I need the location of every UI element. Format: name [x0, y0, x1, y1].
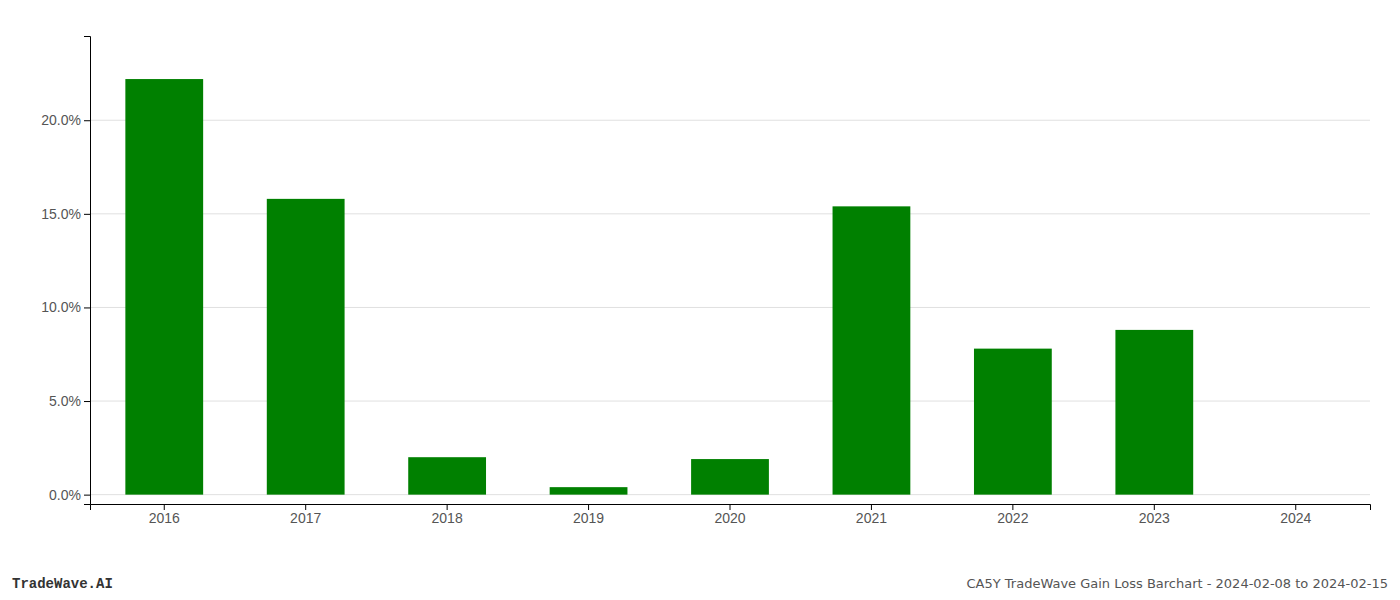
y-tick: 5.0% [49, 393, 90, 409]
bar [408, 457, 486, 494]
bar [691, 459, 769, 495]
bar [267, 199, 345, 495]
y-axis-line [84, 37, 91, 505]
x-tick: 2023 [1139, 504, 1170, 526]
bar [974, 349, 1052, 495]
x-tick-label: 2024 [1280, 510, 1311, 526]
y-tick: 15.0% [41, 206, 90, 222]
grid-line [90, 120, 1370, 121]
x-axis: 2016 2017 2018 2019 2020 2021 2022 2023 2024 [91, 504, 1371, 526]
y-tick-mark [84, 120, 90, 121]
y-tick-label: 15.0% [41, 206, 81, 222]
y-tick: 20.0% [41, 112, 90, 128]
y-tick-mark [84, 307, 90, 308]
y-tick-mark [84, 214, 90, 215]
x-tick-label: 2022 [997, 510, 1028, 526]
x-tick-label: 2016 [149, 510, 180, 526]
x-tick: 2021 [856, 504, 887, 526]
y-tick: 0.0% [49, 487, 90, 503]
y-tick-label: 20.0% [41, 112, 81, 128]
bar [125, 79, 203, 495]
x-tick-label: 2023 [1139, 510, 1170, 526]
x-tick: 2017 [290, 504, 321, 526]
y-tick-label: 0.0% [49, 487, 81, 503]
y-tick-label: 5.0% [49, 393, 81, 409]
annotation: TradeWave.AI [12, 576, 113, 592]
x-tick-label: 2018 [432, 510, 463, 526]
plot: 2016 2017 2018 2019 2020 2021 2022 2023 2024 0.0%… [41, 37, 1370, 526]
x-tick: 2016 [149, 504, 180, 526]
grid [90, 120, 1370, 494]
bar [1257, 494, 1335, 495]
x-tick: 2018 [432, 504, 463, 526]
y-axis: 0.0% 5.0% 10.0% 15.0% 20.0% [41, 37, 90, 505]
y-tick: 10.0% [41, 299, 90, 315]
x-tick: 2020 [714, 504, 745, 526]
chart: 2016 2017 2018 2019 2020 2021 2022 2023 2024 0.0%… [0, 0, 1400, 600]
y-tick-label: 10.0% [41, 299, 81, 315]
bar [550, 487, 628, 494]
x-tick: 2019 [573, 504, 604, 526]
annotation: CA5Y TradeWave Gain Loss Barchart - 2024… [967, 576, 1389, 591]
x-tick-label: 2019 [573, 510, 604, 526]
x-tick: 2024 [1280, 504, 1311, 526]
bars [125, 79, 1193, 495]
x-tick-label: 2021 [856, 510, 887, 526]
x-tick: 2022 [997, 504, 1028, 526]
bar [1115, 330, 1193, 495]
x-tick-label: 2017 [290, 510, 321, 526]
y-tick-mark [84, 495, 90, 496]
y-tick-mark [84, 401, 90, 402]
bar [833, 206, 911, 494]
x-tick-label: 2020 [714, 510, 745, 526]
